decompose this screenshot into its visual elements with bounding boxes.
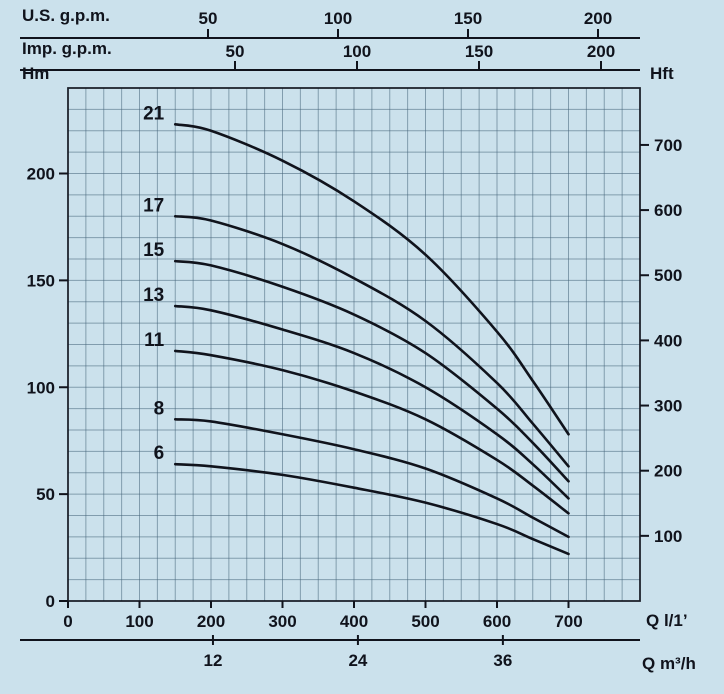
hm-tick-label: 50	[36, 485, 55, 504]
q-l1-tick-label: 400	[340, 612, 368, 631]
us-gpm-tick-label: 150	[454, 9, 482, 28]
q-l1-tick-label: 100	[125, 612, 153, 631]
us-gpm-tick-label: 200	[584, 9, 612, 28]
imp-gpm-tick-label: 200	[587, 42, 615, 61]
imp-gpm-tick-label: 150	[465, 42, 493, 61]
pump-curve-11-stages	[173, 349, 570, 515]
pump-curve-8-stages	[173, 418, 570, 539]
q-l1-tick-label: 200	[197, 612, 225, 631]
curve-label-11: 11	[144, 330, 165, 351]
us-gpm-tick-label: 50	[199, 9, 218, 28]
head-feet-axis-title: Hft	[650, 64, 674, 83]
q-m3h-tick-label: 24	[348, 651, 367, 670]
q-l1-tick-label: 0	[63, 612, 72, 631]
q-l1-tick-label: 500	[411, 612, 439, 631]
q-l1-tick-label: 700	[554, 612, 582, 631]
curve-label-8: 8	[154, 398, 165, 419]
q-l1-tick-label: 600	[483, 612, 511, 631]
hft-tick-label: 500	[654, 266, 682, 285]
hm-tick-label: 100	[27, 378, 55, 397]
q-l1-tick-label: 300	[268, 612, 296, 631]
imp-gpm-tick-label: 50	[226, 42, 245, 61]
curve-label-13: 13	[143, 285, 164, 306]
flow-m3-per-h-axis-title: Q m³/h	[642, 654, 696, 673]
q-m3h-tick-label: 36	[493, 651, 512, 670]
head-meters-axis-title: Hm	[22, 64, 50, 83]
pump-curve-6-stages	[173, 462, 570, 556]
pump-curve-15-stages	[173, 259, 570, 483]
hft-tick-label: 300	[654, 397, 682, 416]
hft-tick-label: 100	[654, 527, 682, 546]
curve-label-21: 21	[143, 103, 165, 124]
hft-tick-label: 400	[654, 331, 682, 350]
imp-gpm-tick-label: 100	[343, 42, 371, 61]
curve-label-6: 6	[154, 443, 165, 464]
hft-tick-label: 200	[654, 462, 682, 481]
hm-tick-label: 0	[46, 592, 55, 611]
pump-curve-17-stages	[173, 214, 570, 468]
us-gpm-tick-label: 100	[324, 9, 352, 28]
imp-gpm-axis-title: Imp. g.p.m.	[22, 39, 112, 58]
hft-tick-label: 700	[654, 136, 682, 155]
flow-l-per-min-axis-title: Q l/1’	[646, 611, 688, 630]
hm-tick-label: 200	[27, 165, 55, 184]
q-m3h-tick-label: 12	[203, 651, 222, 670]
pump-curve-13-stages	[173, 304, 570, 500]
hft-tick-label: 600	[654, 201, 682, 220]
curve-label-15: 15	[143, 240, 165, 261]
us-gpm-axis-title: U.S. g.p.m.	[22, 6, 110, 25]
hm-tick-label: 150	[27, 271, 55, 290]
curve-label-17: 17	[143, 195, 164, 216]
pump-curve-21-stages	[173, 123, 570, 436]
